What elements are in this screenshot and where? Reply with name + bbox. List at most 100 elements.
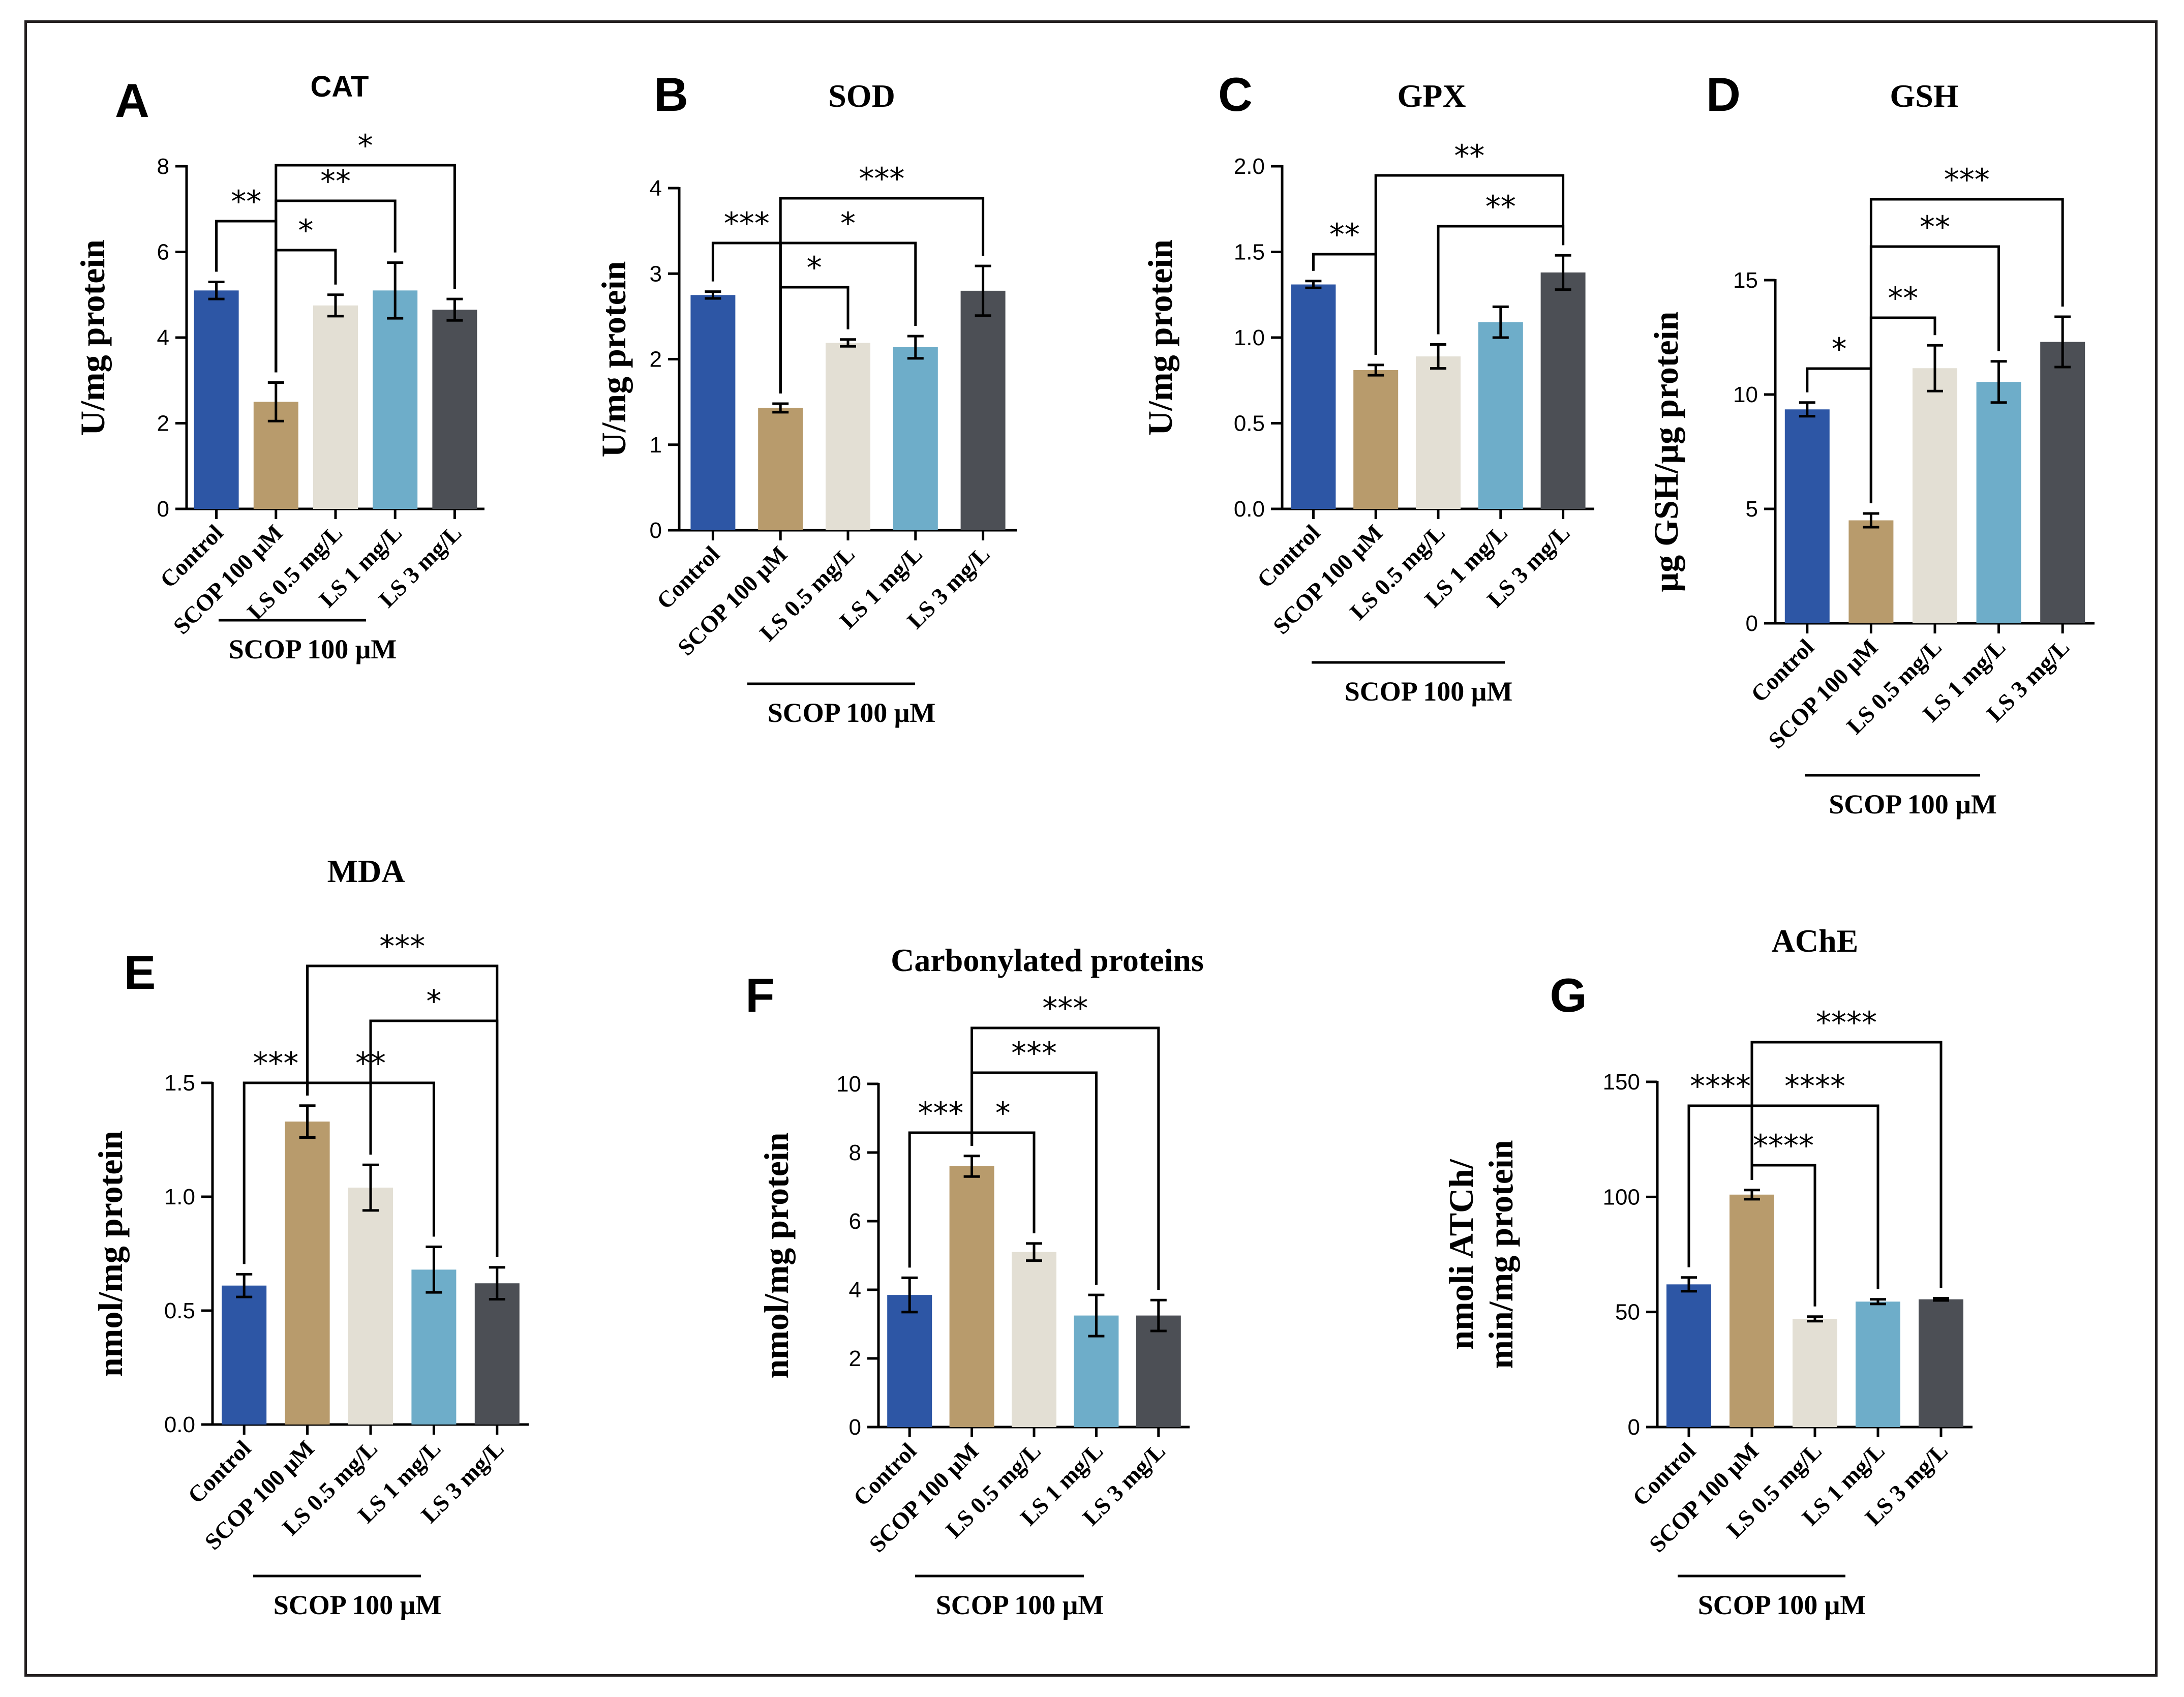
error-bar-0 xyxy=(236,1272,253,1298)
y-tick-label: 4 xyxy=(849,1278,861,1302)
bar-3 xyxy=(411,1269,457,1425)
y-tick-label: 0 xyxy=(849,1415,861,1440)
error-bar-1 xyxy=(1744,1189,1760,1201)
bar-2 xyxy=(1913,368,1957,623)
error-bar-1 xyxy=(1863,512,1879,529)
y-tick-label: 3 xyxy=(650,261,662,286)
y-axis-label: nmoli ATCh/min/mg protein xyxy=(1442,1140,1520,1369)
significance-label: ** xyxy=(1485,189,1516,225)
significance-label: * xyxy=(1832,331,1847,367)
y-tick-label: 0.5 xyxy=(164,1298,195,1323)
significance-label: ** xyxy=(1329,217,1360,253)
error-bar-0 xyxy=(1681,1276,1697,1293)
error-bar-1 xyxy=(267,381,284,422)
error-bar-1 xyxy=(772,402,789,414)
y-tick-label: 1.0 xyxy=(164,1185,195,1209)
error-bar-2 xyxy=(1026,1242,1042,1262)
y-tick-label: 6 xyxy=(157,240,169,265)
group-label: SCOP 100 μM xyxy=(768,698,936,728)
x-tick-label: SCOP 100 μM xyxy=(1644,1438,1764,1557)
bar-0 xyxy=(222,1285,267,1425)
y-axis-label: nmol/mg protein xyxy=(91,1131,130,1377)
bar-1 xyxy=(1730,1194,1774,1427)
y-tick-label: 150 xyxy=(1603,1070,1640,1095)
x-tick-label: SCOP 100 μM xyxy=(199,1435,319,1555)
error-bar-3 xyxy=(1492,305,1509,339)
bracket-line xyxy=(1374,174,1565,355)
panel-letter: G xyxy=(1550,968,1587,1022)
y-tick-label: 2 xyxy=(849,1346,861,1371)
bar-0 xyxy=(194,290,239,509)
y-tick-label: 0 xyxy=(1628,1415,1640,1440)
significance-bracket-3: **** xyxy=(1750,1005,1943,1288)
bar-0 xyxy=(887,1295,932,1427)
significance-bracket-3: * xyxy=(275,128,456,373)
bar-4 xyxy=(1919,1299,1963,1427)
y-tick-label: 2 xyxy=(650,347,662,372)
panel-f: F Carbonylated proteins nmol/mg protein 0 2 4… xyxy=(745,942,1204,1620)
x-tick-label: SCOP 100 μM xyxy=(1763,634,1883,753)
error-bar-0 xyxy=(1799,401,1815,418)
y-tick-label: 0.5 xyxy=(1234,411,1265,436)
bar-4 xyxy=(474,1283,520,1425)
significance-bracket-3: *** xyxy=(306,929,499,1257)
bar-3 xyxy=(1856,1301,1900,1427)
chart-title: GSH xyxy=(1890,78,1958,114)
significance-label: *** xyxy=(1011,1036,1057,1071)
y-tick-label: 5 xyxy=(1746,497,1758,522)
bar-4 xyxy=(1540,272,1586,509)
bar-2 xyxy=(1012,1252,1056,1427)
significance-label: ** xyxy=(1454,138,1484,174)
bracket-line xyxy=(970,1026,1160,1290)
y-tick-label: 50 xyxy=(1615,1300,1640,1325)
bar-4 xyxy=(2040,342,2085,623)
bracket-line xyxy=(1750,1041,1943,1288)
bar-1 xyxy=(1848,520,1894,623)
y-axis-label: U/mg protein xyxy=(73,239,112,436)
y-tick-label: 1 xyxy=(650,433,662,458)
significance-label: ** xyxy=(1920,209,1950,245)
significance-label: *** xyxy=(918,1096,963,1131)
significance-label: *** xyxy=(253,1046,298,1081)
chart-title: AChE xyxy=(1772,923,1859,959)
error-bar-1 xyxy=(963,1155,980,1178)
significance-label: **** xyxy=(1753,1128,1814,1164)
significance-bracket-3: *** xyxy=(970,991,1160,1290)
significance-bracket-2: *** xyxy=(970,1036,1098,1285)
panel-letter: A xyxy=(115,74,149,127)
y-tick-label: 2 xyxy=(157,411,169,436)
y-tick-label: 1.0 xyxy=(1234,325,1265,350)
y-axis-label-line: nmoli ATCh/ xyxy=(1442,1159,1480,1350)
chart-title: Carbonylated proteins xyxy=(891,942,1204,978)
error-bar-4 xyxy=(489,1266,505,1301)
significance-label: *** xyxy=(379,929,425,964)
bar-0 xyxy=(1784,409,1830,623)
bar-2 xyxy=(348,1188,393,1425)
error-bar-2 xyxy=(1807,1315,1823,1323)
y-tick-label: 6 xyxy=(849,1209,861,1234)
bar-2 xyxy=(826,343,870,530)
bar-2 xyxy=(1793,1319,1837,1427)
panel-letter: E xyxy=(124,946,156,999)
error-bar-4 xyxy=(1933,1297,1949,1302)
chart-title: MDA xyxy=(327,853,405,889)
bar-0 xyxy=(1666,1284,1711,1427)
bar-0 xyxy=(1291,284,1336,509)
y-axis-label-line: min/mg protein xyxy=(1481,1140,1520,1369)
y-tick-label: 10 xyxy=(1733,382,1758,407)
error-bar-4 xyxy=(2054,315,2071,369)
y-tick-label: 8 xyxy=(849,1140,861,1165)
bar-0 xyxy=(690,295,736,530)
y-axis-label: μg GSH/μg protein xyxy=(1647,312,1685,592)
x-tick-label: SCOP 100 μM xyxy=(1268,520,1387,639)
error-bar-2 xyxy=(840,338,856,348)
bar-3 xyxy=(1976,382,2021,623)
bracket-line xyxy=(1869,198,2064,503)
bar-1 xyxy=(285,1122,330,1425)
significance-label: ** xyxy=(231,184,261,220)
bar-4 xyxy=(1136,1315,1181,1427)
